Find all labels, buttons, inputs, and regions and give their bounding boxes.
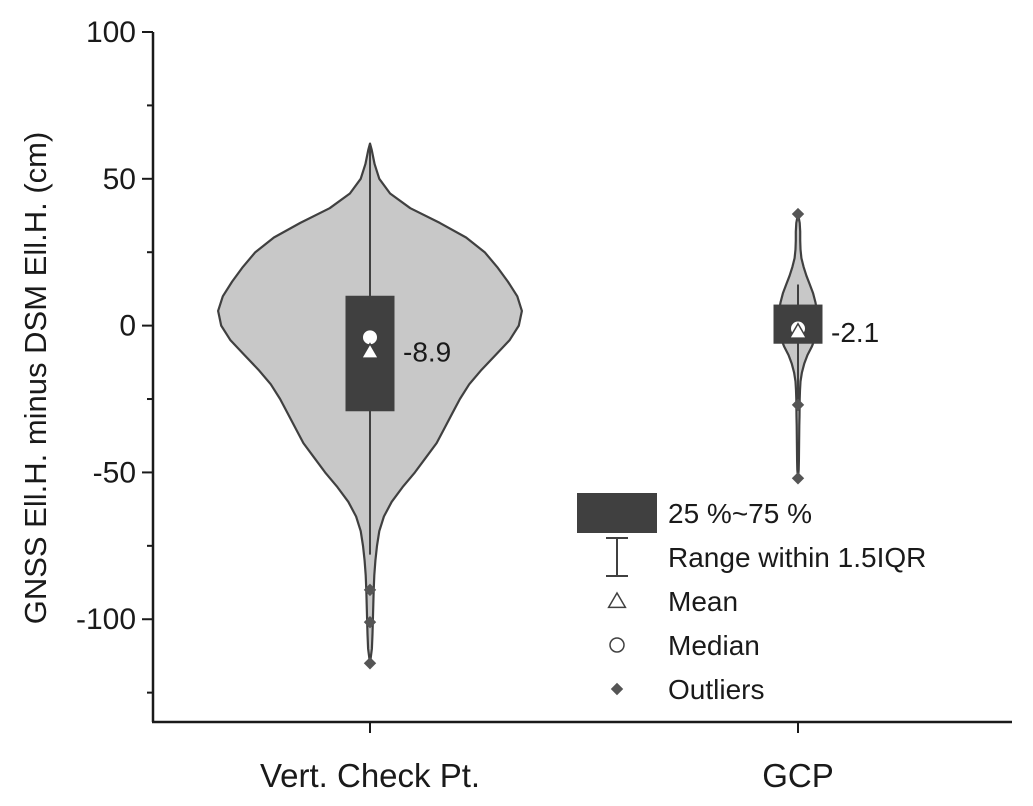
axes: 100 50 0 -50 -100 Vert. Check Pt. GCP <box>76 16 1012 794</box>
mean-marker <box>360 342 380 359</box>
legend-mean-swatch <box>607 591 627 609</box>
y-tick-label: 100 <box>86 16 136 49</box>
legend-label: Mean <box>668 586 738 617</box>
legend-label: Median <box>668 630 760 661</box>
y-tick-label: -50 <box>93 456 136 489</box>
legend-label: Outliers <box>668 674 764 705</box>
legend-label: Range within 1.5IQR <box>668 542 926 573</box>
plot-area: -8.9 -2.1 <box>217 142 879 670</box>
legend-item-box: 25 %~75 % <box>577 493 812 533</box>
mean-value-label: -8.9 <box>403 337 451 368</box>
violin-group-2: -2.1 <box>773 207 879 485</box>
outlier-point <box>363 583 377 597</box>
legend-item-circle: Median <box>609 630 760 661</box>
legend-label: 25 %~75 % <box>668 498 812 529</box>
outlier-point <box>791 207 805 221</box>
legend-item-whisker: Range within 1.5IQR <box>606 537 926 577</box>
legend-outlier-swatch <box>610 682 624 696</box>
legend-median-swatch <box>609 637 625 653</box>
legend: 25 %~75 % Range within 1.5IQR Mean Median Ou… <box>577 493 926 705</box>
legend-box-swatch <box>577 493 657 533</box>
outlier-point <box>363 657 377 670</box>
legend-item-triangle: Mean <box>607 586 738 617</box>
y-tick-label: -100 <box>76 603 136 636</box>
x-tick-label: GCP <box>762 757 834 794</box>
outlier-point <box>791 398 805 412</box>
outlier-point <box>791 472 805 485</box>
mean-value-label: -2.1 <box>831 317 879 348</box>
y-axis-title: GNSS Ell.H. minus DSM Ell.H. (cm) <box>18 132 53 625</box>
mean-marker <box>788 322 808 339</box>
y-tick-label: 0 <box>119 310 136 343</box>
legend-item-diamond: Outliers <box>610 674 764 705</box>
median-marker <box>363 330 377 345</box>
violin-group-1: -8.9 <box>217 142 523 670</box>
y-tick-label: 50 <box>103 163 136 196</box>
x-tick-label: Vert. Check Pt. <box>260 757 480 794</box>
outlier-point <box>363 615 377 629</box>
